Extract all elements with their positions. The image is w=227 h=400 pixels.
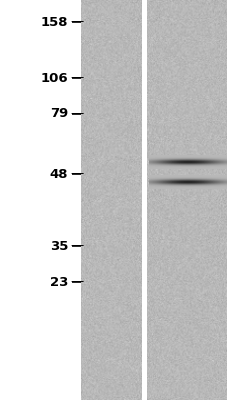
Text: —: — [70, 168, 84, 180]
Text: 79: 79 [50, 108, 68, 120]
Text: —: — [70, 240, 84, 252]
Text: 23: 23 [50, 276, 68, 288]
Text: —: — [70, 16, 84, 28]
Bar [142, 0, 146, 400]
Text: —: — [70, 276, 84, 288]
Text: 48: 48 [50, 168, 68, 180]
Text: 106: 106 [41, 72, 68, 84]
Text: —: — [70, 72, 84, 84]
Text: —: — [70, 108, 84, 120]
Text: 158: 158 [41, 16, 68, 28]
Text: 35: 35 [50, 240, 68, 252]
